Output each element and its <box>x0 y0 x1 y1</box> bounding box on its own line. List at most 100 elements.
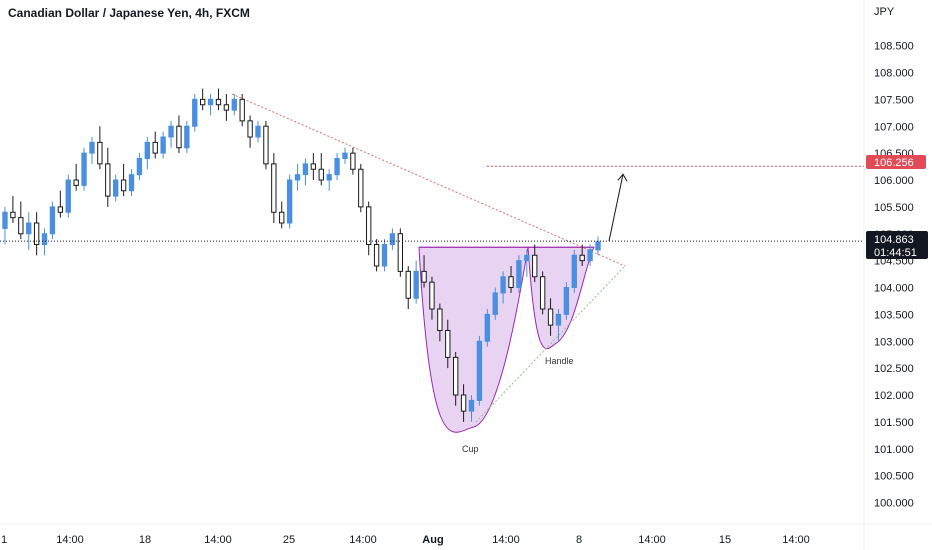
cup-handle-pattern <box>418 246 595 433</box>
last-price-value: 104.863 <box>874 234 914 246</box>
candle-body <box>460 394 467 412</box>
time-tick-label: 15 <box>719 534 731 546</box>
candle <box>429 276 435 320</box>
candle <box>176 115 182 154</box>
candle-body <box>207 98 214 106</box>
candle-body <box>215 98 222 106</box>
candle-body <box>255 125 261 138</box>
candle-body <box>97 141 103 165</box>
candle <box>508 266 514 293</box>
time-tick-label: 14:00 <box>349 534 377 546</box>
candle-body <box>247 120 253 138</box>
candle <box>460 384 467 422</box>
candle-body <box>26 222 32 235</box>
candle <box>239 94 245 127</box>
candle <box>33 212 40 256</box>
candle <box>89 137 95 164</box>
candle <box>279 201 285 229</box>
candle-body <box>73 179 79 186</box>
candle <box>334 153 340 180</box>
candle-body <box>192 98 198 127</box>
candle <box>136 153 143 180</box>
candle-body <box>334 158 340 176</box>
price-tick-label: 103.500 <box>874 309 914 321</box>
candle-body <box>326 174 332 181</box>
time-tick-label: 8 <box>576 534 582 546</box>
candle-body <box>271 163 277 213</box>
candle-body <box>555 313 562 326</box>
candle <box>571 249 577 293</box>
time-tick-label: 1 <box>1 534 7 546</box>
candle-body <box>539 276 546 310</box>
chart-title: Canadian Dollar / Japanese Yen, 4h, FXCM <box>8 6 250 20</box>
candle <box>381 239 388 272</box>
candle-body <box>373 244 380 267</box>
candle <box>476 335 483 406</box>
candle-body <box>89 141 95 154</box>
candle <box>113 174 119 202</box>
candle <box>595 236 601 256</box>
price-tick-label: 102.000 <box>874 390 914 402</box>
candle <box>468 395 475 422</box>
candle-body <box>105 163 111 197</box>
price-tick-label: 106.000 <box>874 175 914 187</box>
candle-body <box>381 244 388 267</box>
time-axis[interactable]: 1 14:00 18 14:00 25 14:00 Aug 14:00 8 14:00 15 14:0… <box>1 534 810 546</box>
last-price-badge: 104.863 01:44:51 <box>866 231 928 259</box>
candle-body <box>41 233 48 245</box>
candle-body <box>389 233 396 245</box>
candle-body <box>120 179 127 192</box>
candle-body <box>524 254 530 262</box>
candle-body <box>113 179 119 197</box>
candle-body <box>413 270 419 299</box>
candle-body <box>128 174 135 192</box>
candle <box>160 131 166 159</box>
candle <box>152 131 158 159</box>
candle <box>97 126 103 170</box>
candle-body <box>263 125 269 165</box>
candle <box>524 249 530 277</box>
candle-body <box>508 276 514 288</box>
candle-body <box>65 179 71 213</box>
candle <box>10 196 16 223</box>
candle <box>453 352 459 406</box>
cup-label: Cup <box>462 444 479 454</box>
candle <box>207 94 214 116</box>
candle <box>49 201 56 240</box>
candle-body <box>476 340 483 401</box>
price-tick-label: 105.500 <box>874 202 914 214</box>
candle-body <box>318 168 324 181</box>
candle-body <box>429 281 435 310</box>
price-tick-label: 104.000 <box>874 283 914 295</box>
candle-body <box>587 249 593 262</box>
candle <box>255 120 261 143</box>
candle-body <box>310 163 317 170</box>
candle <box>366 201 372 256</box>
time-tick-label: 14:00 <box>204 534 232 546</box>
candle-body <box>33 222 40 245</box>
candle <box>81 147 87 191</box>
candle-body <box>286 179 293 224</box>
last-price-badge-bg <box>866 231 928 259</box>
candle-body <box>421 270 427 283</box>
price-tick-label: 102.500 <box>874 363 914 375</box>
time-tick-label: 14:00 <box>56 534 84 546</box>
candle <box>492 287 498 320</box>
candle <box>389 228 396 250</box>
price-axis[interactable]: 108.500108.000107.500107.000106.500106.0… <box>874 41 914 510</box>
time-tick-label: 14:00 <box>782 534 810 546</box>
candle <box>18 201 24 240</box>
candle <box>302 158 309 186</box>
price-tick-label: 108.500 <box>874 41 914 53</box>
candle-body <box>168 125 174 138</box>
candle-body <box>595 241 601 251</box>
candle-body <box>366 206 372 245</box>
candle-body <box>342 152 348 159</box>
candle <box>373 239 380 272</box>
price-tick-label: 103.000 <box>874 336 914 348</box>
candle-body <box>516 260 522 288</box>
candle <box>271 153 277 223</box>
candle <box>413 260 419 304</box>
candle-body <box>239 98 245 122</box>
